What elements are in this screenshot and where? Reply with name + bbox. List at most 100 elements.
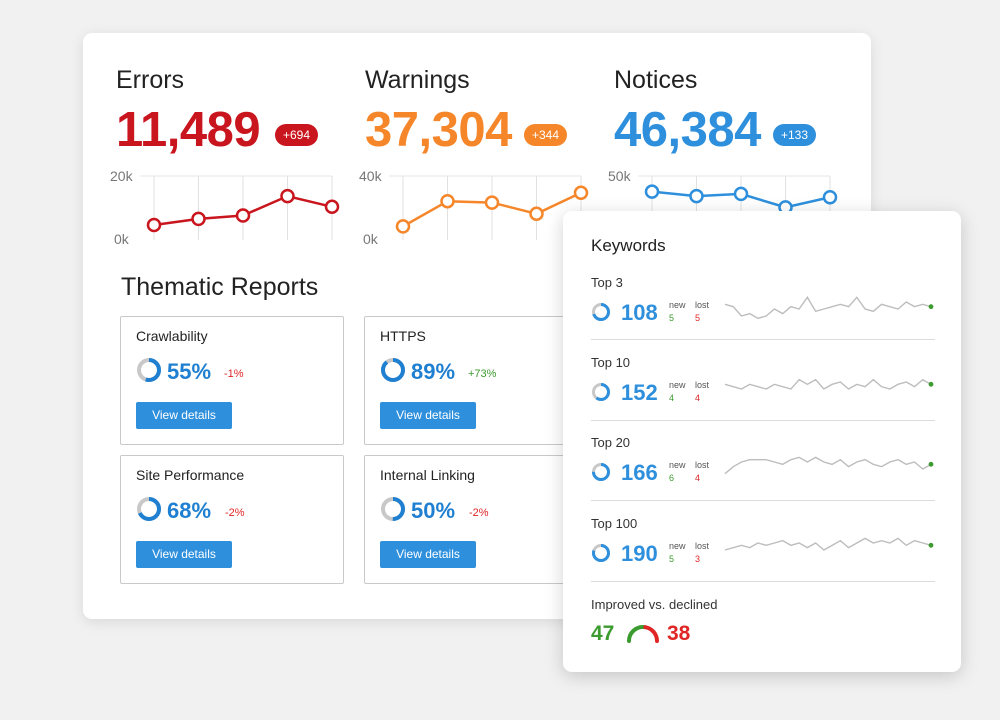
notices-data-point: [733, 186, 749, 202]
warnings-data-point: [484, 195, 500, 210]
keyword-row-label: Top 3: [591, 275, 623, 290]
errors-data-point: [280, 188, 295, 204]
keyword-row-top-10[interactable]: Top 10 152 new lost 4 4: [591, 355, 935, 435]
view-details-button[interactable]: View details: [380, 541, 476, 568]
lost-count: 3: [695, 554, 701, 564]
gauge-declined-arc: [643, 625, 659, 643]
divider: [591, 339, 935, 340]
lost-label: lost: [695, 460, 710, 470]
errors-title: Errors: [116, 66, 185, 94]
progress-ring-icon: [381, 497, 405, 521]
errors-data-point: [324, 199, 340, 215]
report-name: Crawlability: [136, 328, 208, 344]
sparkline-path: [724, 296, 932, 320]
view-details-button[interactable]: View details: [136, 402, 232, 429]
warnings-trend-chart: 40k 0k: [359, 168, 589, 247]
progress-ring-icon: [592, 303, 610, 321]
keyword-row-top-100[interactable]: Top 100 190 new lost 5 3: [591, 516, 935, 596]
keyword-row-value: 152: [621, 380, 658, 405]
notices-badge: +133: [773, 124, 817, 146]
report-delta: +73%: [468, 368, 497, 380]
report-delta: -2%: [225, 507, 245, 519]
new-label: new: [669, 541, 686, 551]
keyword-row-label: Top 10: [591, 355, 631, 370]
report-percent: 55%: [167, 359, 212, 384]
keyword-row-value: 166: [621, 460, 658, 485]
sparkline-path: [724, 456, 932, 475]
warnings-title: Warnings: [365, 66, 470, 94]
progress-ring-icon: [137, 358, 161, 382]
gauge-improved-arc: [627, 625, 648, 643]
notices-value: 46,384: [614, 103, 761, 157]
keyword-row-label: Top 100: [591, 516, 638, 531]
notices-data-point: [689, 188, 704, 204]
new-count: 5: [669, 313, 675, 323]
notices-data-point: [644, 184, 660, 199]
report-percent: 89%: [411, 359, 456, 384]
errors-data-point: [235, 208, 251, 223]
new-label: new: [669, 380, 686, 390]
improved-vs-declined-label: Improved vs. declined: [591, 597, 718, 612]
warnings-data-point: [395, 219, 411, 234]
report-card-https: HTTPS 89% +73% View details: [364, 316, 588, 445]
new-count: 5: [669, 554, 675, 564]
new-count: 4: [669, 393, 675, 403]
progress-ring-icon: [137, 497, 161, 521]
lost-label: lost: [695, 300, 710, 310]
notices-metric: Notices 46,384 +133: [614, 66, 844, 246]
keyword-row-top-3[interactable]: Top 3 108 new lost 5 5: [591, 275, 935, 355]
declined-count: 38: [667, 622, 691, 645]
warnings-value: 37,304: [365, 103, 512, 157]
keyword-sparkline: [724, 378, 934, 390]
progress-ring-icon: [592, 544, 610, 562]
progress-ring-icon: [381, 358, 405, 382]
lost-label: lost: [695, 541, 710, 551]
divider: [591, 420, 935, 421]
warnings-data-point: [440, 193, 455, 209]
progress-ring-icon: [592, 463, 610, 481]
lost-count: 4: [695, 473, 701, 483]
keywords-title: Keywords: [591, 236, 666, 255]
lost-count: 4: [695, 393, 701, 403]
warnings-data-point: [573, 185, 589, 201]
notices-data-point: [822, 190, 838, 205]
report-percent: 50%: [411, 498, 456, 523]
thematic-reports-title: Thematic Reports: [121, 273, 319, 301]
errors-value: 11,489: [116, 103, 261, 157]
warnings-badge: +344: [524, 124, 568, 146]
gauge-icon: [627, 625, 659, 643]
notices-title: Notices: [614, 66, 698, 94]
y-axis-min-label: 0k: [363, 231, 379, 247]
y-axis-max-label: 40k: [359, 168, 383, 184]
y-axis-max-label: 50k: [608, 168, 632, 184]
errors-badge: +694: [275, 124, 319, 146]
view-details-button[interactable]: View details: [136, 541, 232, 568]
sparkline-path: [724, 537, 932, 551]
new-label: new: [669, 300, 686, 310]
divider: [591, 581, 935, 582]
keyword-row-value: 108: [621, 300, 658, 325]
lost-count: 5: [695, 313, 701, 323]
errors-metric: Errors 11,489 +694: [116, 66, 346, 246]
keyword-row-value: 190: [621, 541, 658, 566]
report-name: HTTPS: [380, 328, 426, 344]
sparkline-endpoint: [928, 304, 934, 310]
keywords-card: Keywords Top 3 108 new lost 5 5 Top 10 1…: [563, 211, 961, 672]
warnings-metric: Warnings 37,304 +344: [365, 66, 595, 246]
keyword-row-top-20[interactable]: Top 20 166 new lost 6 4: [591, 435, 935, 515]
errors-data-point: [191, 211, 206, 227]
errors-trend-chart: 20k 0k: [110, 168, 340, 247]
sparkline-path: [724, 378, 932, 390]
report-name: Site Performance: [136, 467, 245, 483]
lost-label: lost: [695, 380, 710, 390]
y-axis-max-label: 20k: [110, 168, 134, 184]
view-details-button[interactable]: View details: [380, 402, 476, 429]
report-card-crawlability: Crawlability 55% -1% View details: [120, 316, 344, 445]
report-percent: 68%: [167, 498, 212, 523]
report-delta: -2%: [469, 507, 489, 519]
sparkline-endpoint: [928, 461, 934, 467]
report-card-internal-linking: Internal Linking 50% -2% View details: [364, 455, 588, 584]
progress-ring-icon: [592, 383, 610, 401]
y-axis-min-label: 0k: [114, 231, 130, 247]
new-count: 6: [669, 473, 675, 483]
